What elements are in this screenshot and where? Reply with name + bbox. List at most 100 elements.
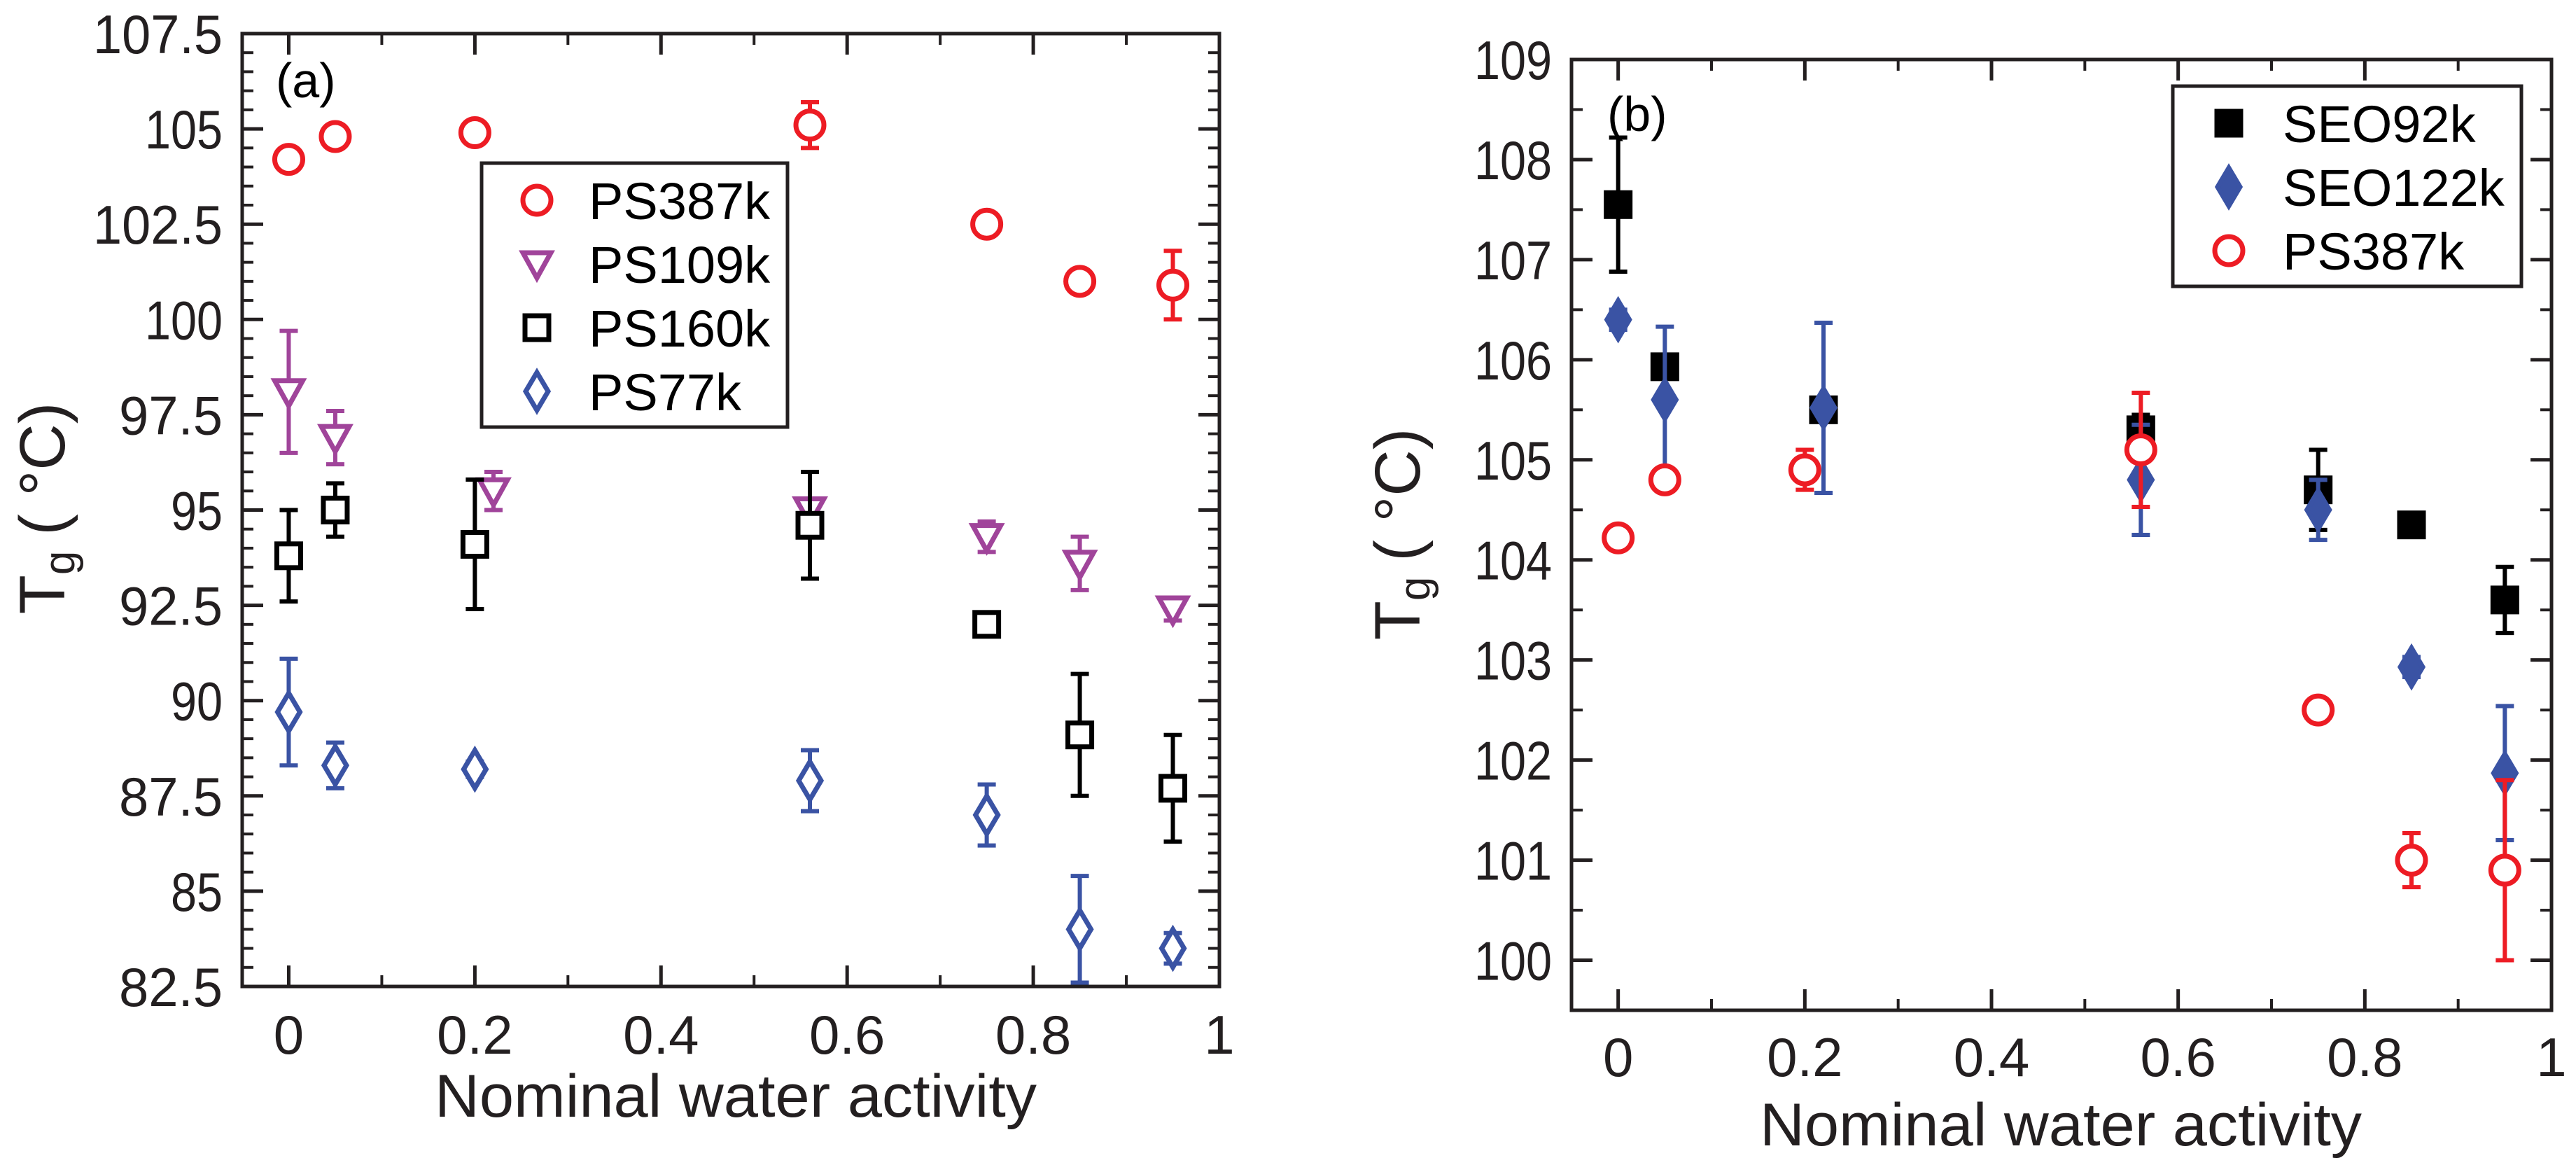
y-axis-label-sub: g [36,551,84,575]
y-tick-label: 106 [1474,330,1552,391]
legend-marker [2212,234,2246,267]
y-axis-label: Tg ( °C) [1362,428,1439,641]
y-tick-label: 109 [1474,29,1552,91]
data-point [795,757,825,804]
data-point [1809,384,1838,432]
data-point [972,610,1002,639]
series-SEO122k [1604,295,2519,842]
data-point [1156,268,1190,302]
data-point [2124,433,2157,466]
series-PS387k [1602,391,2521,963]
legend-marker [522,313,552,342]
data-point [274,688,303,736]
legend-label: PS160k [589,300,771,358]
x-tick-label: 0.2 [1767,1026,1842,1088]
y-tick-label: 108 [1474,130,1552,191]
data-point [274,541,303,571]
data-point [1648,463,1681,496]
data-point [1651,376,1679,424]
legend-label: PS387k [589,172,771,230]
data-point [2302,693,2335,727]
y-tick-label: 100 [1474,930,1552,992]
y-axis-label-unit: ( °C) [1362,428,1434,561]
series-PS77k [274,656,1187,985]
y-tick-label: 102.5 [93,194,223,256]
data-point [972,791,1001,839]
y-tick-label: 92.5 [119,575,223,637]
data-point [458,116,491,150]
legend-marker [2214,109,2244,138]
y-axis-label: Tg ( °C) [7,403,84,615]
y-tick-label: 103 [1474,630,1552,692]
x-tick-label: 0.8 [995,1004,1071,1066]
y-tick-label: 107 [1474,230,1552,291]
data-point [795,510,825,540]
x-tick-label: 0.6 [809,1004,885,1066]
data-point [1788,453,1821,487]
data-point [793,109,827,142]
x-tick-label: 0.8 [2327,1026,2402,1088]
data-point [2397,643,2426,691]
data-point [460,529,489,559]
x-axis-label: Nominal water activity [435,1063,1037,1130]
y-tick-label: 107.5 [93,4,223,65]
panel-b: 0 0.2 0.4 0.6 0.8 1 100 101 102 103 104 105 106 107 10… [1362,29,2567,1159]
data-point [2397,510,2426,540]
y-axis-label-main: T [7,575,78,614]
x-tick-label: 0.4 [1954,1026,2029,1088]
legend-label: PS387k [2283,223,2465,281]
data-point [1065,905,1094,954]
panel-a: 0 0.2 0.4 0.6 0.8 1 82.5 85 87.5 90 92.5 95 97.5 100 1… [7,4,1235,1130]
data-point [968,523,1005,556]
data-point [272,143,305,176]
y-axis-label-sub: g [1391,577,1439,601]
x-axis-label: Nominal water activity [1760,1091,2362,1159]
y-tick-label: 100 [145,289,223,351]
y-tick-label: 105 [1474,430,1552,491]
data-point [1602,521,1635,554]
y-tick-label: 95 [171,480,223,542]
data-point [1158,924,1187,972]
data-point [1604,295,1632,344]
legend-label: PS109k [589,236,771,294]
panel-label: (b) [1607,87,1667,141]
data-point [321,496,350,524]
data-point [1063,265,1097,298]
y-axis-label-unit: ( °C) [7,403,78,536]
data-point [970,207,1004,241]
data-point [1065,720,1095,750]
x-tick-label: 0.2 [437,1004,512,1066]
data-point [1604,190,1633,219]
y-tick-label: 101 [1474,830,1552,892]
x-tick-label: 0 [274,1004,304,1066]
legend-marker [520,183,554,217]
data-point [2488,853,2521,887]
legend-label: SEO92k [2283,95,2477,153]
data-point [2490,585,2519,615]
plot-frame [1569,57,2554,1012]
x-tick-label: 0 [1603,1026,1633,1088]
data-point [461,745,489,793]
y-tick-label: 85 [171,861,223,923]
legend-label: PS77k [589,363,742,421]
x-tick-label: 1 [1204,1004,1234,1066]
y-tick-label: 105 [145,99,223,160]
data-point [1154,595,1191,629]
legend-label: SEO122k [2283,159,2505,217]
y-tick-label: 82.5 [119,956,223,1018]
data-point [1158,774,1188,803]
x-tick-label: 1 [2536,1026,2566,1088]
y-tick-label: 90 [171,671,223,732]
legend: SEO92k SEO122k PS387k [2171,84,2524,288]
legend-marker [522,368,552,415]
data-point [2395,844,2428,877]
panel-label: (a) [276,53,336,108]
data-point [475,477,512,510]
y-tick-label: 97.5 [119,384,223,446]
legend-marker [519,250,555,284]
data-point [1061,550,1098,582]
y-axis-label-main: T [1362,601,1434,640]
series-PS160k [274,470,1188,844]
